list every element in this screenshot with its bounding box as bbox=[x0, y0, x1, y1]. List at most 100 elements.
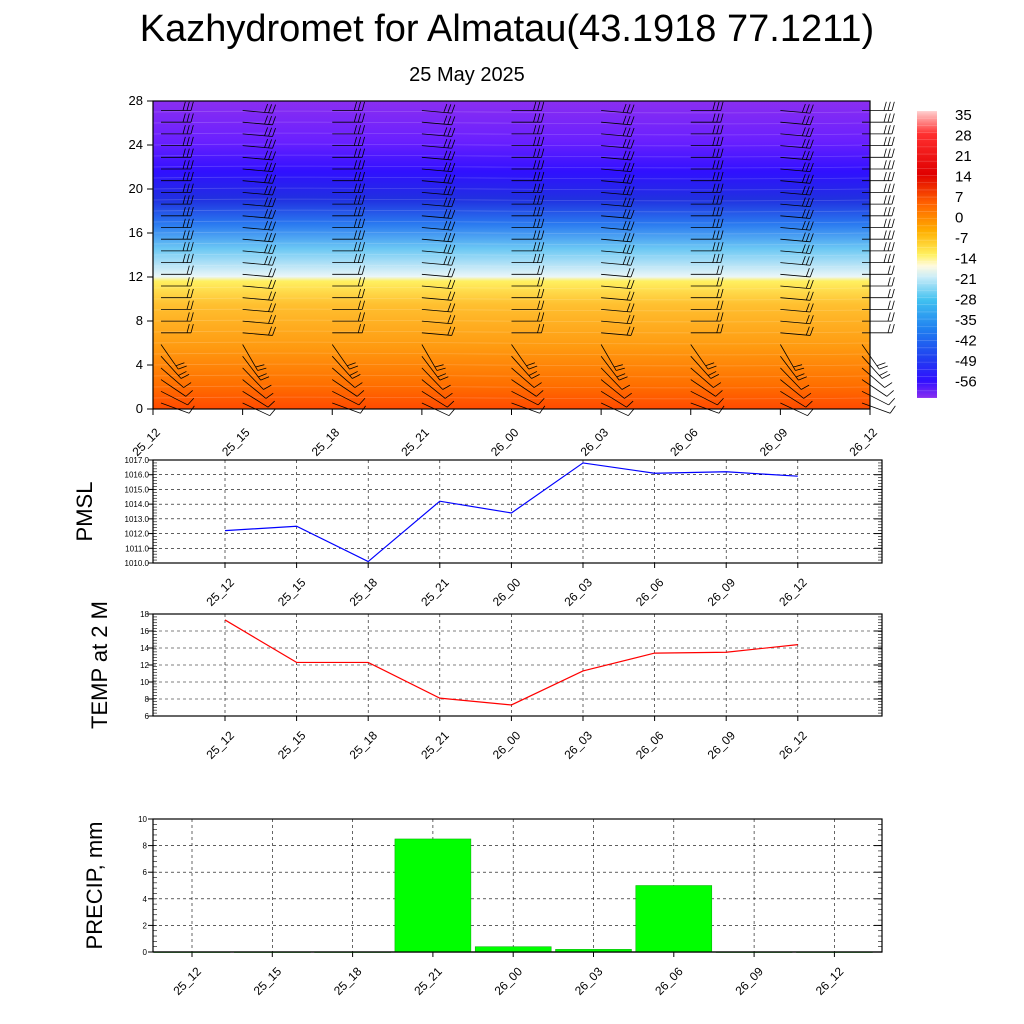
wind-barb-flag bbox=[887, 148, 891, 158]
y-tick-label: 10 bbox=[140, 678, 149, 687]
wind-barb-flag bbox=[630, 233, 635, 242]
y-tick-label: 6 bbox=[145, 712, 150, 721]
wind-barb-flag bbox=[805, 314, 810, 324]
wind-barb-flag bbox=[268, 314, 272, 324]
wind-barb-flag bbox=[891, 101, 895, 111]
wind-barb-staff bbox=[511, 390, 539, 406]
wind-barb-flag bbox=[705, 362, 715, 367]
wind-barb-flag bbox=[537, 183, 541, 193]
wind-barb-flag bbox=[801, 384, 810, 390]
wind-barb-staff bbox=[421, 133, 452, 137]
wind-barb-flag bbox=[186, 230, 190, 240]
wind-barb-flag bbox=[268, 139, 272, 149]
wind-barb-flag bbox=[267, 400, 275, 408]
wind-barb-flag bbox=[626, 291, 631, 301]
wind-barb-flag bbox=[447, 174, 452, 184]
wind-barb-flag bbox=[720, 324, 724, 333]
wind-barb-flag bbox=[451, 256, 456, 266]
wind-barb-flag bbox=[541, 183, 545, 193]
wind-barb-flag bbox=[891, 195, 895, 205]
wind-barb-flag bbox=[887, 101, 891, 111]
wind-barb-flag bbox=[353, 253, 357, 263]
wind-barb-flag bbox=[891, 125, 895, 135]
contour-line bbox=[152, 341, 871, 345]
wind-barb-flag bbox=[541, 207, 545, 216]
wind-barb-flag bbox=[626, 279, 631, 289]
wind-barb-staff bbox=[780, 121, 811, 126]
wind-barb-flag bbox=[883, 113, 887, 123]
wind-barb-flag bbox=[883, 101, 887, 111]
wind-barb-flag bbox=[809, 198, 814, 207]
wind-barb-flag bbox=[712, 195, 716, 205]
wind-barb-flag bbox=[891, 312, 895, 322]
wind-barb-staff bbox=[601, 215, 632, 219]
wind-barb-flag bbox=[891, 242, 895, 252]
x-tick-label: 26_09 bbox=[705, 728, 739, 762]
wind-barb-flag bbox=[891, 218, 895, 228]
wind-barb-flag bbox=[268, 279, 272, 289]
wind-barb-flag bbox=[437, 373, 447, 378]
wind-barb-flag bbox=[630, 268, 635, 278]
wind-barb-staff bbox=[242, 344, 258, 371]
wind-barb-flag bbox=[630, 291, 635, 301]
wind-barb-flag bbox=[801, 232, 806, 242]
wind-barb-flag bbox=[451, 244, 456, 254]
contour-line bbox=[152, 286, 871, 290]
wind-barb-flag bbox=[541, 195, 545, 205]
y-axis-label: PRECIP, mm bbox=[82, 822, 107, 950]
wind-barb-flag bbox=[353, 113, 357, 123]
contour-line bbox=[152, 396, 871, 400]
wind-barb-flag bbox=[357, 253, 361, 263]
wind-barb-flag bbox=[190, 183, 194, 193]
wind-barb-flag bbox=[443, 127, 448, 136]
y-tick-label: 8 bbox=[136, 313, 143, 328]
wind-barb-flag bbox=[626, 256, 631, 266]
contour-line bbox=[152, 220, 871, 224]
wind-barb-flag bbox=[537, 397, 545, 406]
wind-barb-flag bbox=[264, 255, 268, 265]
y-tick-label: 16 bbox=[129, 225, 143, 240]
wind-barb-flag bbox=[621, 384, 631, 390]
y-tick-label: 6 bbox=[143, 868, 148, 877]
wind-barb-flag bbox=[626, 267, 631, 277]
wind-barb-flag bbox=[630, 151, 635, 161]
plot-frame bbox=[152, 459, 883, 564]
wind-barb-flag bbox=[805, 174, 810, 184]
wind-barb-staff bbox=[511, 355, 532, 379]
wind-barb-flag bbox=[883, 207, 887, 216]
contour-line bbox=[152, 275, 871, 279]
x-tick-label: 25_15 bbox=[219, 425, 253, 459]
wind-barb-flag bbox=[716, 230, 720, 240]
wind-barb-flag bbox=[622, 162, 627, 172]
wind-barb-flag bbox=[257, 367, 267, 371]
wind-barb-flag bbox=[272, 221, 276, 231]
wind-barb-flag bbox=[357, 125, 361, 135]
wind-barb-flag bbox=[883, 148, 887, 158]
wind-barb-flag bbox=[268, 162, 272, 172]
contour-line bbox=[152, 143, 871, 147]
wind-barb-flag bbox=[712, 160, 716, 170]
wind-barb-flag bbox=[447, 326, 452, 336]
wind-barb-staff bbox=[421, 168, 452, 173]
wind-barb-flag bbox=[801, 103, 806, 113]
wind-barb-flag bbox=[361, 148, 365, 158]
wind-barb-flag bbox=[353, 207, 357, 216]
wind-barb-flag bbox=[720, 113, 724, 123]
wind-barb-staff bbox=[780, 156, 811, 161]
wind-barb-flag bbox=[712, 183, 716, 193]
colorbar-label: -28 bbox=[955, 292, 977, 309]
wind-barb-flag bbox=[891, 113, 895, 123]
wind-barb-flag bbox=[268, 197, 272, 207]
wind-barb-flag bbox=[537, 101, 541, 111]
wind-barb-staff bbox=[421, 121, 452, 126]
wind-barb-staff bbox=[601, 192, 632, 196]
wind-barb-staff bbox=[242, 192, 273, 196]
wind-barb-flag bbox=[805, 221, 810, 230]
wind-barb-flag bbox=[537, 324, 541, 333]
wind-barb-flag bbox=[626, 174, 631, 184]
wind-barb-flag bbox=[190, 277, 194, 287]
wind-barb-flag bbox=[436, 367, 446, 371]
wind-barb-staff bbox=[601, 285, 632, 290]
wind-barb-flag bbox=[272, 104, 276, 114]
wind-barb-flag bbox=[182, 183, 186, 193]
